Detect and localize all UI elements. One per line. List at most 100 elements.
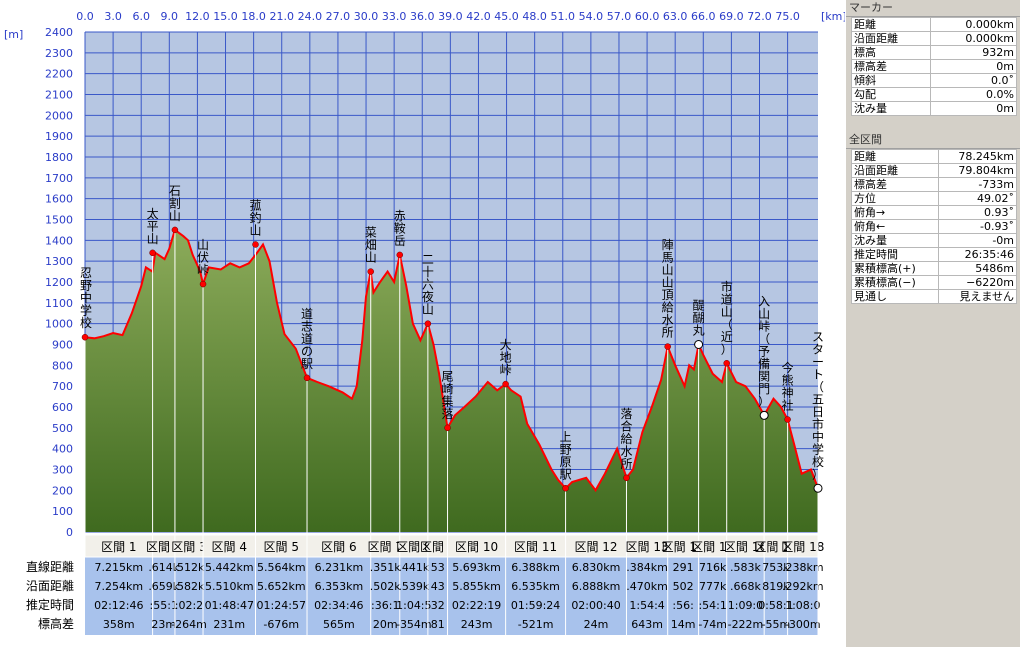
landmark-marker[interactable]: [813, 483, 823, 493]
landmark-marker[interactable]: [396, 251, 404, 259]
segment-value: 02:00:40: [571, 599, 620, 612]
landmark-label: 大地峠: [500, 338, 512, 377]
segment-value: 1:04:5: [396, 599, 431, 612]
landmark-marker[interactable]: [502, 380, 509, 388]
segment-value: :02:2: [175, 599, 203, 612]
landmark-label: 今熊神社: [782, 360, 794, 413]
segment-row-label: 直線距離: [26, 559, 74, 574]
total-stat-row: 累積標高(−) −6220m: [851, 275, 1018, 290]
segment-value: 6.888km: [572, 580, 621, 593]
y-tick-label: 1200: [45, 276, 73, 289]
x-tick-label: 51.0: [551, 10, 576, 23]
segment-value: 6.388km: [511, 561, 560, 574]
marker-stat-label: 傾斜: [851, 73, 931, 88]
segment-value: .512k: [174, 561, 205, 574]
landmark-label: 上野原駅: [560, 430, 572, 482]
segment-value: 502: [673, 580, 694, 593]
y-unit-label: [m]: [4, 28, 23, 41]
terrain-area: [85, 229, 818, 532]
landmark-marker[interactable]: [694, 340, 704, 349]
landmark-marker[interactable]: [759, 410, 769, 420]
landmark-marker[interactable]: [303, 374, 311, 382]
y-tick-label: 1600: [45, 193, 73, 206]
y-tick-label: 100: [52, 505, 73, 518]
segment-label: 区間 16: [724, 540, 767, 554]
x-tick-label: 57.0: [607, 10, 632, 23]
landmark-label: 入山峠（予備関門）: [758, 294, 770, 408]
x-tick-label: 27.0: [326, 10, 351, 23]
total-stat-row: 沈み量 -0m: [851, 233, 1018, 248]
total-stat-row: 推定時間 26:35:46: [851, 247, 1018, 262]
segment-label: 区間 14: [662, 540, 705, 554]
landmark-marker[interactable]: [664, 343, 671, 350]
segment-value: 6.535km: [511, 580, 560, 593]
segment-value: .502k: [370, 580, 401, 593]
segment-label: 区間 11: [514, 540, 557, 554]
y-tick-label: 1500: [45, 214, 73, 227]
total-stat-value: 79.804km: [937, 163, 1018, 178]
landmark-label: 醍醐丸: [693, 299, 705, 338]
total-panel: 全区間 距離 78.245km 沿面距離 79.804km 標高差 -733m 方位 49.0…: [846, 132, 1020, 647]
segment-value: 24m: [584, 618, 609, 631]
segment-value: 7.215km: [95, 561, 144, 574]
x-tick-label: 60.0: [635, 10, 660, 23]
x-tick-label: 33.0: [382, 10, 407, 23]
segment-value: .238km: [782, 561, 824, 574]
segment-value: 5.564km: [257, 561, 306, 574]
marker-stat-value: 0.000km: [929, 31, 1018, 46]
y-tick-label: 1100: [45, 297, 73, 310]
segment-value: :56:: [672, 599, 693, 612]
segment-value: :36:1: [371, 599, 399, 612]
landmark-marker[interactable]: [424, 320, 432, 327]
landmark-label: 菰釣山: [249, 199, 261, 238]
profile-svg: 0 100 200 300 400 500 600 700 800 900 1000 1100 1200…: [4, 10, 845, 635]
segment-value: 231m: [213, 618, 245, 631]
segment-label: 区間 8: [396, 540, 431, 554]
x-tick-label: 12.0: [185, 10, 210, 23]
x-tick-label: 0.0: [76, 10, 94, 23]
segment-value: 6.353km: [315, 580, 364, 593]
segment-value: 643m: [631, 618, 663, 631]
total-stat-row: 俯角← -0.93˚: [851, 219, 1018, 234]
total-stat-label: 俯角←: [851, 219, 939, 234]
landmark-marker[interactable]: [171, 226, 179, 234]
landmark-label: 忍野中学校: [80, 266, 92, 330]
segment-value: .470km: [626, 580, 668, 593]
segment-value: 6.231km: [315, 561, 364, 574]
segment-value: 7.254km: [95, 580, 144, 593]
landmark-marker[interactable]: [623, 474, 630, 482]
landmark-label: 道志道の駅: [301, 307, 313, 371]
total-stat-value: -0.93˚: [937, 219, 1018, 234]
landmark-marker[interactable]: [562, 485, 569, 492]
marker-stat-value: 0.0˚: [929, 73, 1018, 88]
landmark-marker[interactable]: [81, 333, 89, 341]
segment-value: 5.652km: [257, 580, 306, 593]
segment-label: 区間 12: [574, 540, 617, 554]
elevation-profile-chart[interactable]: 0 100 200 300 400 500 600 700 800 900 1000 1100 1200…: [0, 0, 845, 647]
y-tick-label: 900: [52, 339, 73, 352]
segment-value: 20m: [373, 618, 398, 631]
total-stat-row: 距離 78.245km: [851, 149, 1018, 164]
segment-value: 358m: [103, 618, 135, 631]
x-tick-label: 15.0: [213, 10, 238, 23]
landmark-marker[interactable]: [252, 241, 259, 248]
landmark-marker[interactable]: [723, 360, 730, 367]
y-tick-label: 2000: [45, 109, 73, 122]
y-tick-label: 1900: [45, 130, 73, 143]
landmark-marker[interactable]: [149, 249, 156, 257]
landmark-marker[interactable]: [199, 280, 207, 288]
segment-value: 02:12:46: [94, 599, 143, 612]
marker-stat-label: 標高差: [851, 59, 931, 74]
segment-value: 6.830km: [572, 561, 621, 574]
total-stat-label: 沿面距離: [851, 163, 939, 178]
profile-line: [84, 228, 819, 493]
landmark-marker[interactable]: [784, 416, 791, 423]
landmark-marker[interactable]: [444, 424, 451, 432]
marker-stat-row: 沈み量 0m: [851, 101, 1018, 116]
segment-value: 5.510km: [205, 580, 254, 593]
segment-value: .583k: [730, 561, 761, 574]
landmark-label: 山伏峠: [197, 238, 209, 277]
total-stat-row: 俯角→ 0.93˚: [851, 205, 1018, 220]
total-stat-label: 見通し: [851, 289, 939, 304]
landmark-marker[interactable]: [367, 268, 374, 275]
